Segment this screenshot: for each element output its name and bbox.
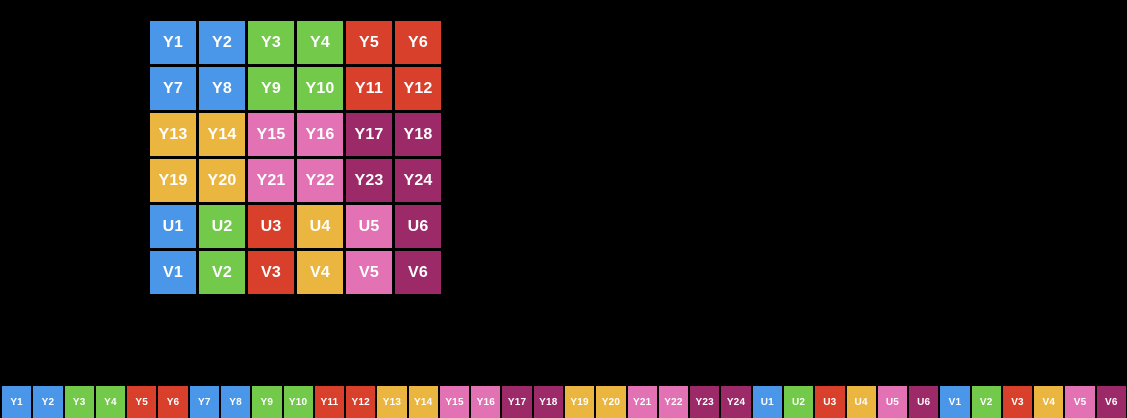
grid-cell-y17: Y17 xyxy=(346,113,392,156)
grid-cell-v5: V5 xyxy=(346,251,392,294)
grid-cell-y1: Y1 xyxy=(150,21,196,64)
grid-cell-y5: Y5 xyxy=(346,21,392,64)
grid-cell-y22: Y22 xyxy=(297,159,343,202)
strip-cell-y23: Y23 xyxy=(690,386,720,418)
grid-cell-u4: U4 xyxy=(297,205,343,248)
strip-cell-y18: Y18 xyxy=(533,386,563,418)
grid-cell-y10: Y10 xyxy=(297,67,343,110)
strip-cell-u3: U3 xyxy=(815,386,845,418)
grid-cell-u6: U6 xyxy=(395,205,441,248)
strip-cell-y17: Y17 xyxy=(502,386,532,418)
grid-cell-y3: Y3 xyxy=(248,21,294,64)
strip-cell-y9: Y9 xyxy=(252,386,282,418)
strip-cell-y11: Y11 xyxy=(314,386,345,418)
strip-cell-u6: U6 xyxy=(909,386,939,418)
grid-cell-v2: V2 xyxy=(199,251,245,294)
strip-cell-u1: U1 xyxy=(752,386,782,418)
grid-cell-u1: U1 xyxy=(150,205,196,248)
grid-cell-v4: V4 xyxy=(297,251,343,294)
strip-cell-v4: V4 xyxy=(1034,386,1064,418)
grid-cell-y9: Y9 xyxy=(248,67,294,110)
grid-cell-u3: U3 xyxy=(248,205,294,248)
grid-cell-y8: Y8 xyxy=(199,67,245,110)
strip-cell-u4: U4 xyxy=(846,386,876,418)
yuv-pixel-grid: Y1 Y2 Y3 Y4 Y5 Y6 Y7 Y8 Y9 Y10 Y11 Y12 Y13 Y14 Y15 Y16 Y… xyxy=(150,21,441,294)
strip-cell-v3: V3 xyxy=(1002,386,1033,418)
grid-cell-y12: Y12 xyxy=(395,67,441,110)
grid-cell-u5: U5 xyxy=(346,205,392,248)
strip-cell-y5: Y5 xyxy=(127,386,157,418)
strip-cell-v5: V5 xyxy=(1065,386,1095,418)
grid-cell-v3: V3 xyxy=(248,251,294,294)
strip-cell-y8: Y8 xyxy=(220,386,251,418)
strip-cell-v6: V6 xyxy=(1096,386,1126,418)
grid-cell-y16: Y16 xyxy=(297,113,343,156)
grid-cell-y6: Y6 xyxy=(395,21,441,64)
strip-cell-y3: Y3 xyxy=(64,386,94,418)
grid-cell-y2: Y2 xyxy=(199,21,245,64)
strip-cell-y6: Y6 xyxy=(158,386,188,418)
strip-cell-y16: Y16 xyxy=(471,386,501,418)
strip-cell-y7: Y7 xyxy=(189,386,219,418)
strip-cell-y10: Y10 xyxy=(283,386,313,418)
strip-cell-v2: V2 xyxy=(971,386,1001,418)
strip-cell-y20: Y20 xyxy=(596,386,626,418)
grid-cell-u2: U2 xyxy=(199,205,245,248)
strip-cell-y15: Y15 xyxy=(439,386,470,418)
strip-cell-u5: U5 xyxy=(877,386,908,418)
grid-cell-y23: Y23 xyxy=(346,159,392,202)
strip-cell-y4: Y4 xyxy=(95,386,126,418)
grid-cell-y15: Y15 xyxy=(248,113,294,156)
grid-cell-v1: V1 xyxy=(150,251,196,294)
strip-cell-y2: Y2 xyxy=(33,386,63,418)
strip-cell-y22: Y22 xyxy=(658,386,689,418)
grid-cell-y21: Y21 xyxy=(248,159,294,202)
strip-cell-u2: U2 xyxy=(783,386,814,418)
grid-cell-y11: Y11 xyxy=(346,67,392,110)
strip-cell-y24: Y24 xyxy=(721,386,751,418)
grid-cell-y18: Y18 xyxy=(395,113,441,156)
strip-cell-y12: Y12 xyxy=(346,386,376,418)
strip-cell-y1: Y1 xyxy=(2,386,32,418)
grid-cell-y4: Y4 xyxy=(297,21,343,64)
strip-cell-y19: Y19 xyxy=(565,386,595,418)
grid-cell-y20: Y20 xyxy=(199,159,245,202)
grid-cell-y13: Y13 xyxy=(150,113,196,156)
memory-layout-strip: Y1 Y2 Y3 Y4 Y5 Y6 Y7 Y8 Y9 Y10 Y11 Y12 Y13 Y14 Y15 Y16 Y… xyxy=(2,386,1126,418)
grid-cell-y7: Y7 xyxy=(150,67,196,110)
strip-cell-y13: Y13 xyxy=(377,386,407,418)
strip-cell-y14: Y14 xyxy=(408,386,438,418)
strip-cell-y21: Y21 xyxy=(627,386,657,418)
grid-cell-y14: Y14 xyxy=(199,113,245,156)
strip-cell-v1: V1 xyxy=(940,386,970,418)
grid-cell-y19: Y19 xyxy=(150,159,196,202)
grid-cell-y24: Y24 xyxy=(395,159,441,202)
grid-cell-v6: V6 xyxy=(395,251,441,294)
